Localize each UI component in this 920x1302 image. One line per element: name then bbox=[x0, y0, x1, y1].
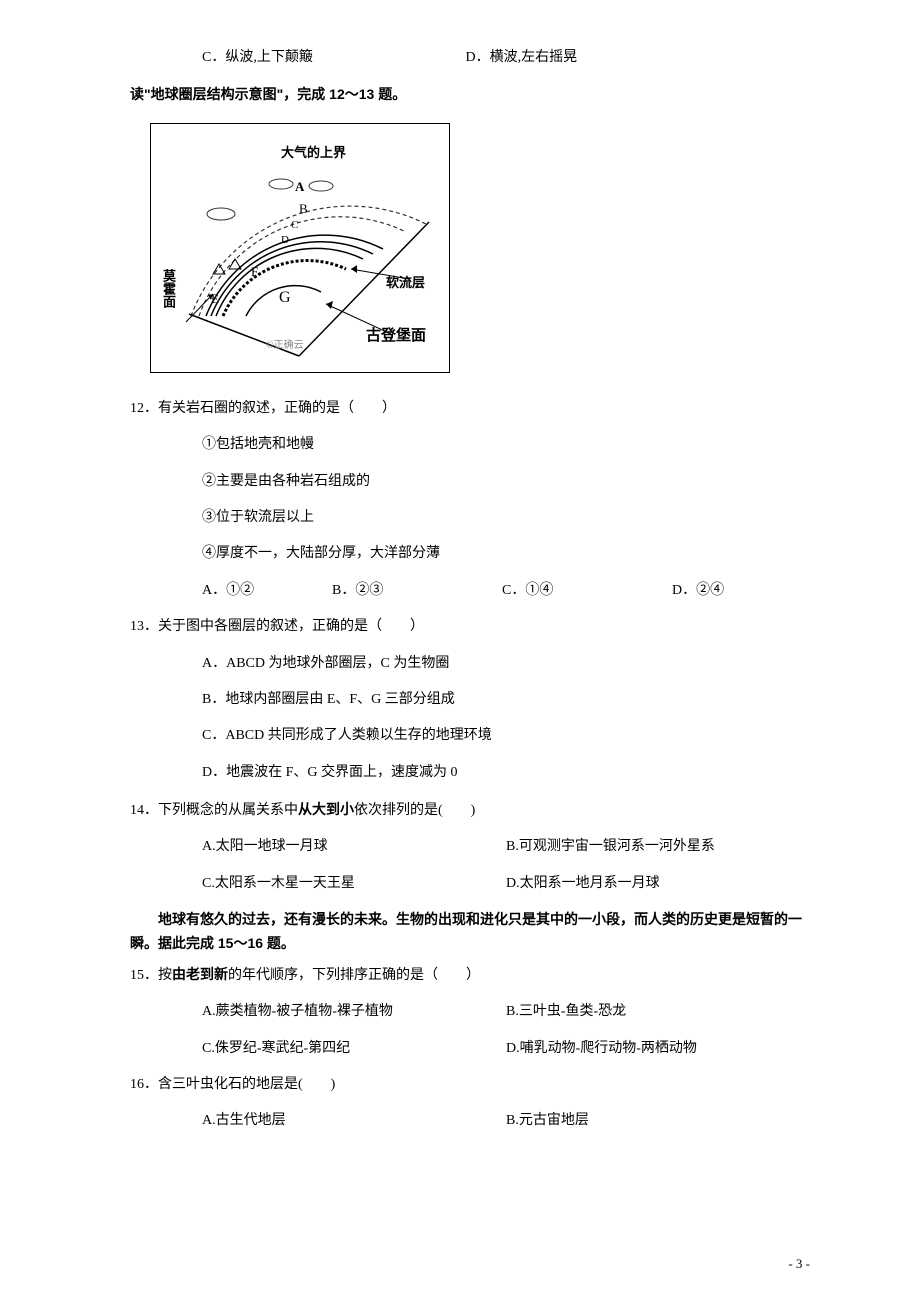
label-gutenberg: 古登堡面 bbox=[366, 324, 426, 345]
q16-stem: 16．含三叶虫化石的地层是( ) bbox=[130, 1067, 810, 1103]
label-asthenosphere: 软流层 bbox=[386, 272, 425, 291]
q15-stem-pre: 15．按 bbox=[130, 968, 172, 983]
q13-stem: 13．关于图中各圈层的叙述，正确的是（ ） bbox=[130, 609, 810, 645]
opt-c: C．纵波,上下颠簸 bbox=[202, 40, 462, 76]
q15-stem: 15．按由老到新的年代顺序，下列排序正确的是（ ） bbox=[130, 956, 810, 994]
q14-stem-post: 依次排列的是( ) bbox=[354, 803, 475, 818]
q14-row1: A.太阳一地球一月球 B.可观测宇宙一银河系一河外星系 bbox=[130, 829, 810, 865]
q12-d: D．②④ bbox=[672, 573, 724, 609]
q12-s4: ④厚度不一，大陆部分厚，大洋部分薄 bbox=[130, 536, 810, 572]
q15-d: D.哺乳动物-爬行动物-两栖动物 bbox=[506, 1031, 810, 1067]
q13-c: C．ABCD 共同形成了人类赖以生存的地理环境 bbox=[130, 718, 810, 754]
q15-row2: C.侏罗纪-寒武纪-第四纪 D.哺乳动物-爬行动物-两栖动物 bbox=[130, 1031, 810, 1067]
q14-b: B.可观测宇宙一银河系一河外星系 bbox=[506, 829, 810, 865]
label-g: G bbox=[279, 289, 291, 307]
q16-a: A.古生代地层 bbox=[202, 1103, 506, 1139]
q14-a: A.太阳一地球一月球 bbox=[202, 829, 506, 865]
q15-row1: A.蕨类植物-被子植物-裸子植物 B.三叶虫-鱼类-恐龙 bbox=[130, 994, 810, 1030]
q16-b: B.元古宙地层 bbox=[506, 1103, 810, 1139]
q15-c: C.侏罗纪-寒武纪-第四纪 bbox=[202, 1031, 506, 1067]
q14-d: D.太阳系一地月系一月球 bbox=[506, 866, 810, 902]
q16-row1: A.古生代地层 B.元古宙地层 bbox=[130, 1103, 810, 1139]
label-e: E bbox=[211, 291, 219, 307]
q12-a: A．①② bbox=[202, 573, 332, 609]
q12-b: B．②③ bbox=[332, 573, 502, 609]
q12-s3: ③位于软流层以上 bbox=[130, 500, 810, 536]
q15-stem-bold: 由老到新 bbox=[172, 966, 228, 982]
q14-stem: 14．下列概念的从属关系中从大到小依次排列的是( ) bbox=[130, 791, 810, 829]
heading-12-13: 读"地球圈层结构示意图"，完成 12～13 题。 bbox=[130, 76, 810, 112]
label-f: F bbox=[251, 264, 258, 280]
q15-b: B.三叶虫-鱼类-恐龙 bbox=[506, 994, 810, 1030]
q14-stem-pre: 14．下列概念的从属关系中 bbox=[130, 803, 298, 818]
q14-row2: C.太阳系一木星一天王星 D.太阳系一地月系一月球 bbox=[130, 866, 810, 902]
label-atmosphere-top: 大气的上界 bbox=[281, 142, 346, 161]
prev-options-cd: C．纵波,上下颠簸 D．横波,左右摇晃 bbox=[130, 40, 810, 76]
label-b: B bbox=[299, 201, 308, 217]
q12-c: C．①④ bbox=[502, 573, 672, 609]
earth-layers-diagram: 大气的上界 A B C D E F G 莫霍面 软流层 古登堡面 ©正确云 bbox=[150, 123, 450, 373]
label-c: C bbox=[291, 219, 298, 231]
q15-a: A.蕨类植物-被子植物-裸子植物 bbox=[202, 994, 506, 1030]
label-moho: 莫霍面 bbox=[159, 269, 178, 308]
q13-a: A．ABCD 为地球外部圈层，C 为生物圈 bbox=[130, 646, 810, 682]
label-a: A bbox=[295, 179, 304, 195]
q12-s1: ①包括地壳和地幔 bbox=[130, 427, 810, 463]
q13-b: B．地球内部圈层由 E、F、G 三部分组成 bbox=[130, 682, 810, 718]
q15-stem-post: 的年代顺序，下列排序正确的是（ ） bbox=[228, 968, 480, 983]
q13-d: D．地震波在 F、G 交界面上，速度减为 0 bbox=[130, 755, 810, 791]
label-d: D bbox=[281, 234, 289, 246]
opt-d: D．横波,左右摇晃 bbox=[466, 50, 578, 65]
watermark: ©正确云 bbox=[266, 336, 304, 351]
q12-s2: ②主要是由各种岩石组成的 bbox=[130, 464, 810, 500]
paragraph-15-16: 地球有悠久的过去，还有漫长的未来。生物的出现和进化只是其中的一小段，而人类的历史… bbox=[130, 908, 810, 956]
q12-stem: 12．有关岩石圈的叙述，正确的是（ ） bbox=[130, 391, 810, 427]
page-number: - 3 - bbox=[788, 1256, 810, 1272]
diagram-container: 大气的上界 A B C D E F G 莫霍面 软流层 古登堡面 ©正确云 bbox=[130, 123, 810, 373]
q14-c: C.太阳系一木星一天王星 bbox=[202, 866, 506, 902]
q12-options: A．①② B．②③ C．①④ D．②④ bbox=[130, 573, 810, 609]
q14-stem-bold: 从大到小 bbox=[298, 801, 354, 817]
